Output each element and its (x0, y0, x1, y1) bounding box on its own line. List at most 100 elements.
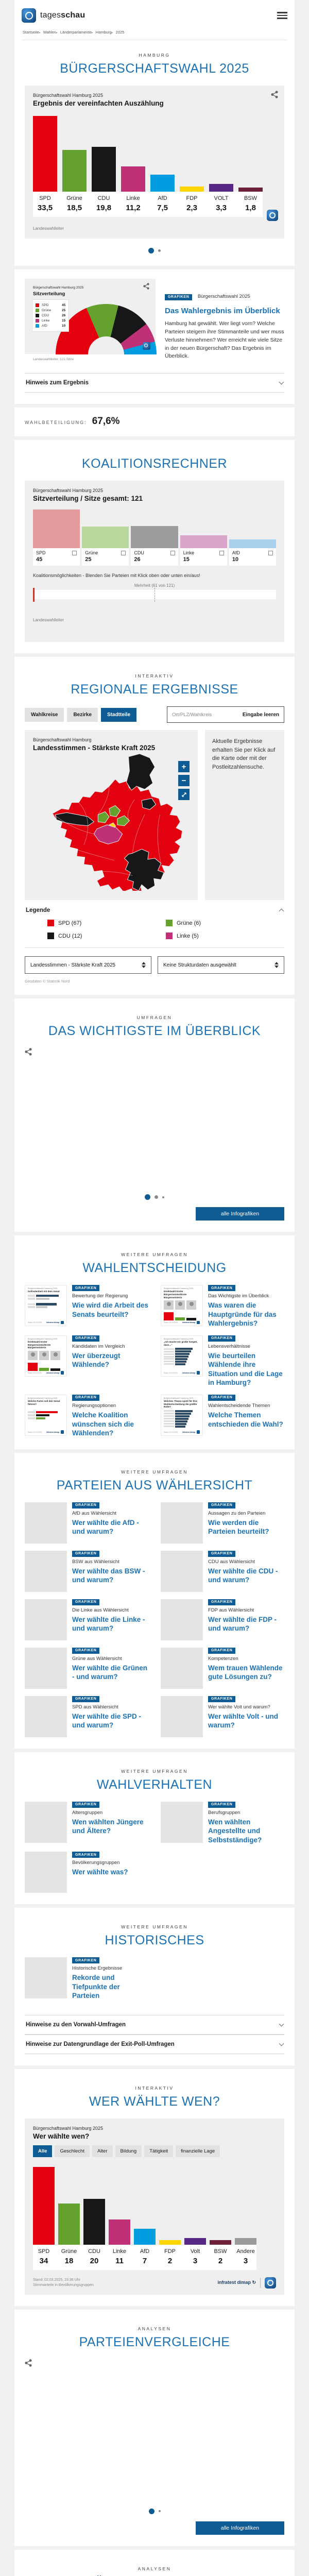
teaser-title[interactable]: Wer wählte Volt - und warum? (208, 1712, 279, 1730)
teaser-title[interactable]: Welche Koalition wünschen sich die Wähle… (72, 1411, 134, 1437)
accordion-row[interactable]: Hinweise zur Datengrundlage der Exit-Pol… (25, 2034, 284, 2054)
koalition-bar[interactable] (229, 539, 277, 549)
teaser-item[interactable]: GRAFIKEN Bevölkerungsgruppen Wer wählte … (25, 1852, 148, 1893)
teaser-item[interactable]: GRAFIKEN Wer wählte Volt und warum? Wer … (161, 1696, 284, 1737)
structure-data-select[interactable]: Keine Strukturdaten ausgewählt (158, 956, 284, 974)
teaser-title[interactable]: Wie werden die Parteien beurteilt? (208, 1518, 269, 1536)
accordion-legend[interactable]: Legende (25, 900, 284, 919)
teaser-item[interactable]: Bürgerschaftswahl Hamburg 2025 „Ich mache… (161, 1335, 284, 1387)
teaser-item[interactable]: GRAFIKEN CDU aus Wählersicht Wer wählte … (161, 1550, 284, 1592)
party-checkbox[interactable] (268, 550, 273, 555)
teaser-item[interactable]: Bürgerschaftswahl Hamburg 2025 Zufriedenh… (25, 1285, 148, 1328)
teaser-title[interactable]: Wer wählte die CDU - und warum? (208, 1567, 278, 1584)
teaser-item[interactable]: GRAFIKEN Grüne aus Wählersicht Wer wählt… (25, 1647, 148, 1689)
teaser-item[interactable]: GRAFIKEN Die Linke aus Wählersicht Wer w… (25, 1599, 148, 1640)
koalition-bar-column[interactable]: SPD 45 (33, 510, 80, 566)
teaser-title[interactable]: Wie wird die Arbeit des Senats beurteilt… (72, 1301, 148, 1318)
clear-input-button[interactable]: Eingabe leeren (242, 711, 279, 718)
filter-tab[interactable]: finanzielle Lage (176, 2145, 220, 2157)
teaser-item[interactable]: GRAFIKEN FDP aus Wählersicht Wer wählte … (161, 1599, 284, 1640)
teaser-item[interactable]: GRAFIKEN Kompetenzen Wem trauen Wählende… (161, 1647, 284, 1689)
koalition-bar-column[interactable]: CDU 26 (131, 526, 178, 566)
party-checkbox[interactable] (219, 550, 224, 555)
all-infographics-button[interactable]: alle Infografiken (196, 1207, 284, 1221)
teaser-title[interactable]: Wer überzeugt Wählende? (72, 1351, 121, 1369)
accordion-row[interactable]: Hinweise zu den Vorwahl-Umfragen (25, 2014, 284, 2035)
teaser-title[interactable]: Wer wählte das BSW - und warum? (72, 1567, 145, 1584)
carousel-dot[interactable] (145, 1194, 150, 1200)
teaser-title[interactable]: Wer wählte die SPD - und warum? (72, 1712, 142, 1730)
overview-teaser[interactable]: GRAFIKEN Bürgerschaftswahl 2025 Das Wahl… (165, 279, 284, 361)
regional-tab[interactable]: Wahlkreise (25, 707, 64, 722)
all-infographics-button[interactable]: alle Infografiken (196, 2521, 284, 2535)
koalition-bar[interactable] (180, 535, 227, 549)
carousel-dot[interactable] (148, 248, 154, 253)
teaser-item[interactable]: GRAFIKEN SPD aus Wählersicht Wer wählte … (25, 1696, 148, 1737)
carousel-dots[interactable] (25, 248, 284, 253)
teaser-item[interactable]: Bürgerschaftswahl Hamburg 2025 Direktwahl… (161, 1285, 284, 1328)
teaser-title[interactable]: Wem trauen Wählende gute Lösungen zu? (208, 1664, 283, 1681)
breadcrumb-link[interactable]: Startseite (23, 30, 39, 35)
breadcrumb-link[interactable]: 2025 (115, 30, 125, 35)
share-icon[interactable] (25, 1048, 284, 1058)
teaser-title[interactable]: Wen wählten Angestellte und Selbstständi… (208, 1818, 262, 1844)
map-fullscreen-button[interactable] (178, 789, 190, 801)
teaser-item[interactable]: GRAFIKEN Berufsgruppen Wen wählten Anges… (161, 1801, 284, 1845)
carousel-dot[interactable] (158, 249, 161, 252)
koalition-chart[interactable]: SPD 45 Grüne 25 CDU 26 Linke 15 AfD 10 (33, 510, 277, 566)
menu-icon[interactable] (277, 10, 287, 20)
koalition-bar-column[interactable]: Grüne 25 (82, 527, 129, 566)
search-input[interactable]: Ort/PLZ/Wahlkreis Eingabe leeren (167, 706, 284, 723)
teaser-item[interactable]: GRAFIKEN AfD aus Wählersicht Wer wählte … (25, 1502, 148, 1544)
filter-tab[interactable]: Alter (92, 2145, 113, 2157)
breadcrumb-link[interactable]: Länderparlamente (60, 30, 92, 35)
tagesschau-logo[interactable]: tagesschau (22, 8, 85, 23)
carousel-dot[interactable] (162, 1196, 164, 1198)
teaser-item[interactable]: Bürgerschaftswahl Hamburg 2025 Welche Par… (25, 1394, 148, 1438)
map-zoom-out-button[interactable]: − (178, 775, 190, 787)
teaser-item[interactable]: GRAFIKEN Aussagen zu den Parteien Wie we… (161, 1502, 284, 1544)
teaser-title[interactable]: Wen wählten Jüngere und Ältere? (72, 1818, 144, 1835)
filter-tab[interactable]: Alle (33, 2145, 53, 2157)
share-icon[interactable] (143, 283, 149, 292)
teaser-title[interactable]: Was waren die Hauptgründe für das Wahler… (208, 1301, 277, 1328)
share-icon[interactable] (271, 91, 278, 101)
regional-tab[interactable]: Stadtteile (101, 707, 137, 722)
teaser-title[interactable]: Rekorde und Tiefpunkte der Parteien (72, 1974, 120, 2000)
koalition-bar[interactable] (131, 526, 178, 549)
carousel-dots[interactable] (25, 2508, 284, 2514)
filter-tab[interactable]: Bildung (115, 2145, 142, 2157)
teaser-title[interactable]: Wer wählte die AfD - und warum? (72, 1518, 139, 1536)
breadcrumb-link[interactable]: Hamburg (95, 30, 112, 35)
regional-tab[interactable]: Bezirke (67, 707, 98, 722)
teaser-title[interactable]: Wer wählte die Linke - und warum? (72, 1615, 145, 1633)
filter-tab[interactable]: Geschlecht (55, 2145, 90, 2157)
map-layer-select[interactable]: Landesstimmen - Stärkste Kraft 2025 (25, 956, 151, 974)
teaser-item[interactable]: GRAFIKEN BSW aus Wählersicht Wer wählte … (25, 1550, 148, 1592)
teaser-title[interactable]: Wer wählte was? (72, 1868, 128, 1876)
teaser-title[interactable]: Welche Themen entschieden die Wahl? (208, 1411, 283, 1428)
carousel-dots[interactable] (25, 1194, 284, 1200)
accordion-result-note[interactable]: Hinweis zum Ergebnis (25, 373, 284, 393)
teaser-item[interactable]: GRAFIKEN Historische Ergebnisse Rekorde … (25, 1957, 148, 2001)
map-zoom-in-button[interactable]: + (178, 761, 190, 773)
hamburg-map[interactable] (33, 753, 185, 895)
teaser-item[interactable]: GRAFIKEN Altersgruppen Wen wählten Jünge… (25, 1801, 148, 1845)
party-checkbox[interactable] (72, 550, 77, 555)
filter-tab[interactable]: Tätigkeit (144, 2145, 174, 2157)
koalition-bar[interactable] (33, 510, 80, 549)
carousel-dot[interactable] (158, 2510, 161, 2513)
party-checkbox[interactable] (170, 550, 175, 555)
party-checkbox[interactable] (121, 550, 126, 555)
share-icon[interactable] (25, 2359, 284, 2369)
koalition-bar[interactable] (82, 527, 129, 549)
teaser-title[interactable]: Das Wahlergebnis im Überblick (165, 306, 280, 315)
koalition-bar-column[interactable]: AfD 10 (229, 539, 277, 566)
teaser-item[interactable]: Bürgerschaftswahl Hamburg 2025 Welches Th… (161, 1394, 284, 1438)
carousel-dot[interactable] (154, 1195, 158, 1199)
koalition-bar-column[interactable]: Linke 15 (180, 535, 227, 566)
teaser-title[interactable]: Wie beurteilen Wählende ihre Situation u… (208, 1351, 283, 1387)
carousel-dot[interactable] (148, 2508, 154, 2514)
teaser-item[interactable]: Bürgerschaftswahl Hamburg 2025 Direktwahl… (25, 1335, 148, 1387)
breadcrumb-link[interactable]: Wahlen (43, 30, 56, 35)
